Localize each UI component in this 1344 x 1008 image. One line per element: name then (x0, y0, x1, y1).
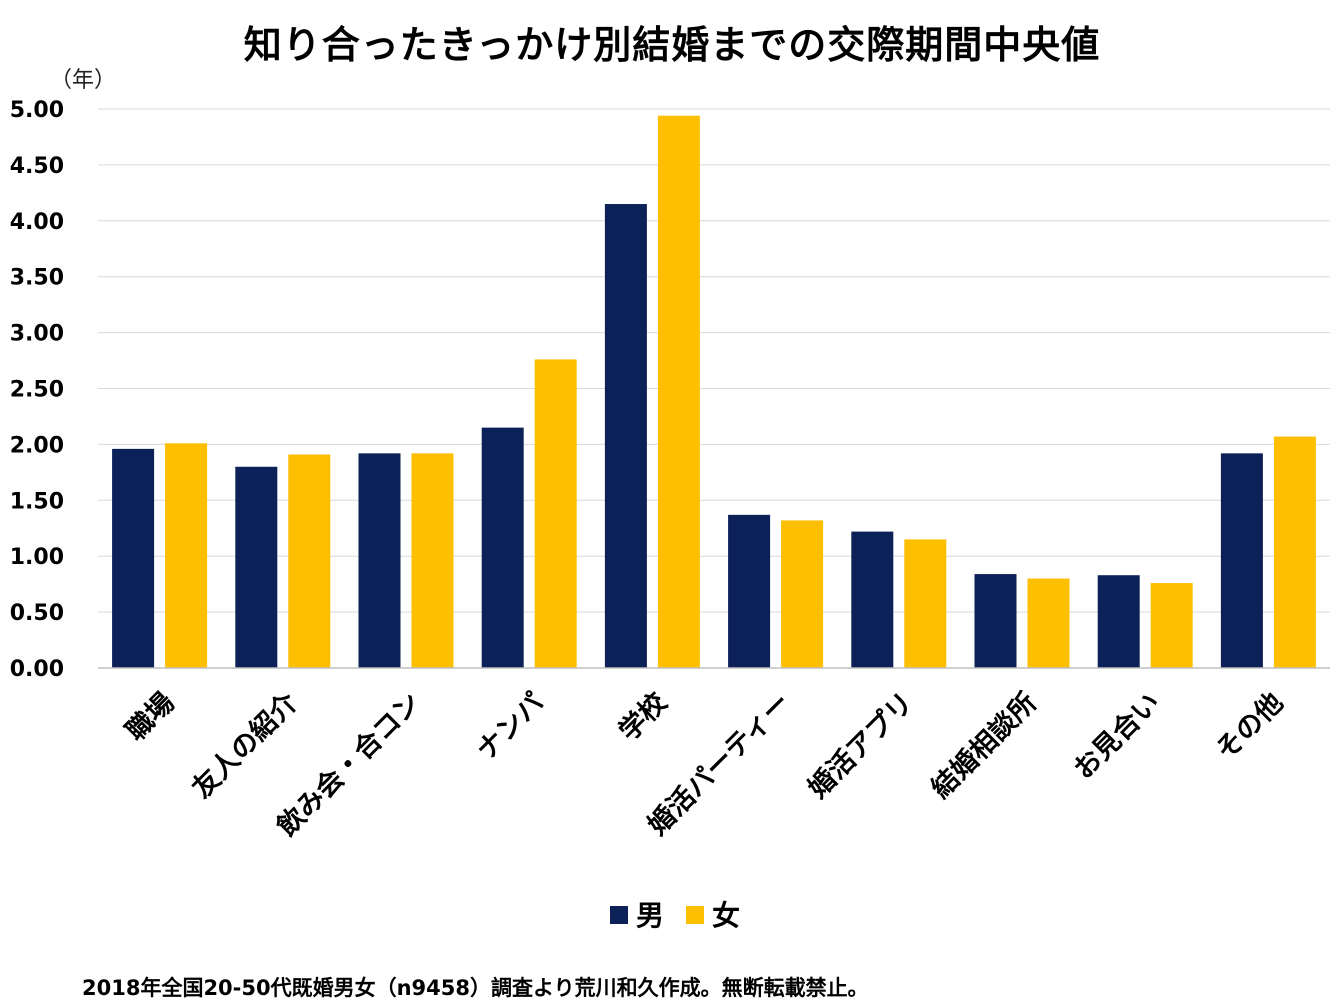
bar-male (112, 448, 155, 668)
y-tick-label: 1.50 (10, 489, 64, 514)
x-category-label: 学校 (613, 686, 674, 747)
x-category-label: 友人の紹介 (186, 686, 305, 805)
bar-female (534, 359, 577, 668)
bar-female (1150, 583, 1193, 668)
bar-male (1097, 575, 1140, 668)
y-tick-label: 0.50 (10, 601, 64, 626)
bar-female (904, 539, 947, 668)
legend-swatch-male (610, 906, 628, 924)
bar-female (657, 115, 700, 668)
bar-female (411, 453, 454, 668)
legend-label-female: 女 (712, 899, 740, 932)
y-tick-label: 2.50 (10, 378, 64, 403)
y-tick-label: 2.00 (10, 433, 64, 458)
bar-male (851, 531, 894, 668)
y-tick-label: 1.00 (10, 545, 64, 570)
x-category-label: 婚活アプリ (802, 687, 919, 804)
bar-female (1273, 436, 1316, 668)
bar-male (604, 204, 647, 668)
bar-female (1027, 578, 1070, 668)
legend-swatch-female (686, 906, 704, 924)
y-tick-label: 0.00 (10, 657, 64, 682)
legend-label-male: 男 (636, 899, 664, 932)
bar-female (165, 443, 208, 668)
bar-female (781, 520, 824, 668)
gridlines (98, 108, 1330, 669)
source-note: 2018年全国20-50代既婚男女（n9458）調査より荒川和久作成。無断転載禁… (82, 976, 869, 1000)
y-axis-unit-label: （年） (50, 68, 116, 93)
bar-male (481, 427, 524, 668)
x-category-label: 職場 (120, 687, 180, 747)
x-category-label: その他 (1210, 687, 1289, 766)
bar-male (235, 466, 278, 668)
bars (112, 115, 1316, 668)
y-axis-ticks: 0.00 0.50 1.00 1.50 2.00 2.50 3.00 3.50 4.00 4.50… (10, 98, 64, 682)
y-tick-label: 5.00 (10, 98, 64, 123)
bar-female (288, 454, 331, 668)
x-category-label: ナンパ (471, 687, 550, 766)
x-category-label: お見合い (1067, 686, 1166, 785)
bar-male (974, 574, 1017, 668)
x-category-label: 結婚相談所 (925, 686, 1043, 804)
y-tick-label: 3.00 (10, 322, 64, 347)
bar-male (1220, 453, 1263, 668)
y-tick-label: 4.50 (10, 154, 64, 179)
y-tick-label: 4.00 (10, 210, 64, 235)
chart-title: 知り合ったきっかけ別結婚までの交際期間中央値 (243, 23, 1101, 67)
legend: 男 女 (610, 899, 740, 932)
bar-male (728, 514, 771, 668)
bar-male (358, 453, 401, 668)
y-tick-label: 3.50 (10, 266, 64, 291)
